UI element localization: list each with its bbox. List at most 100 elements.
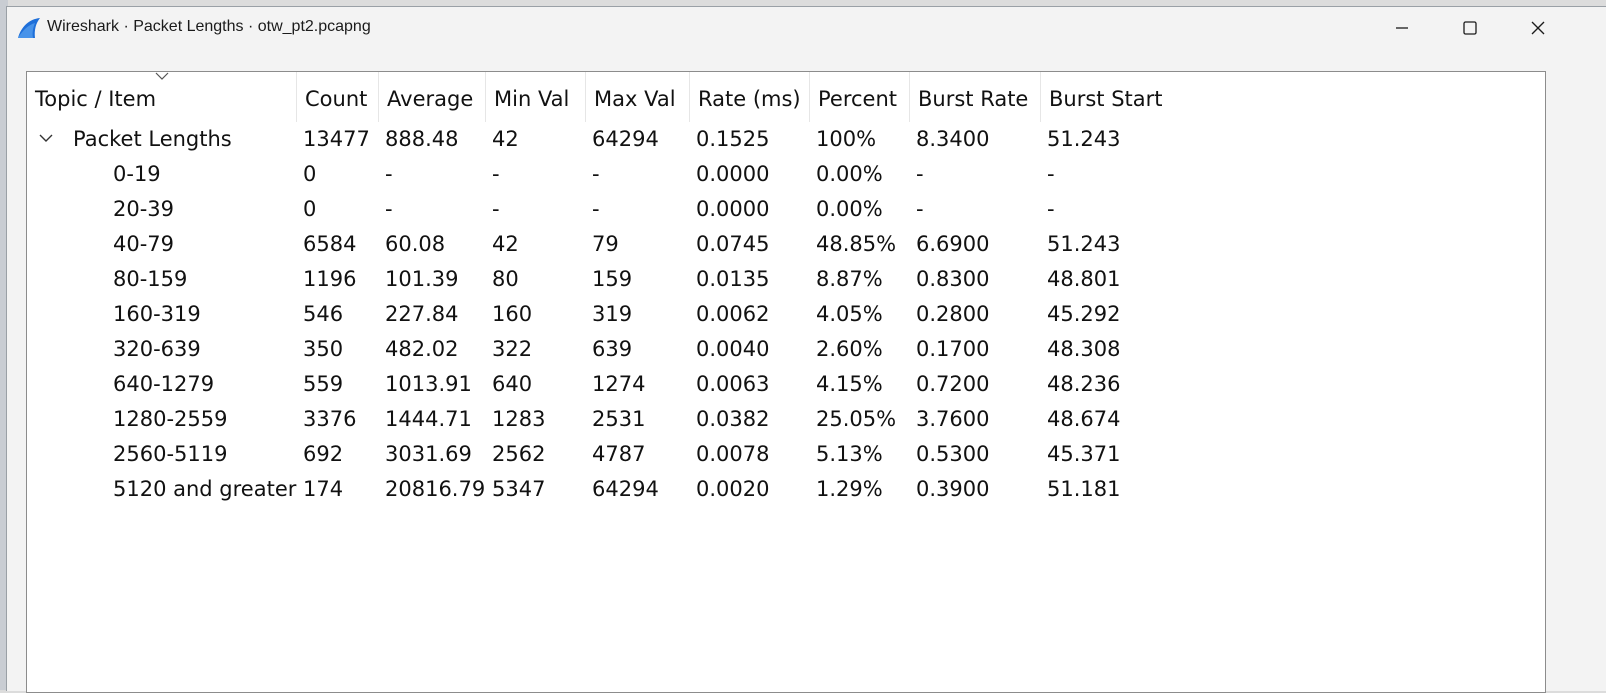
background-window-edge	[0, 0, 8, 690]
wireshark-fin-icon	[18, 18, 40, 38]
cell-average: 20816.79	[385, 477, 486, 501]
chevron-down-icon[interactable]	[39, 133, 53, 143]
cell-min-val: 1283	[492, 407, 546, 431]
cell-min-val: 160	[492, 302, 533, 326]
cell-burst-start: 51.243	[1047, 232, 1121, 256]
close-button[interactable]	[1507, 7, 1569, 49]
cell-percent: 4.05%	[816, 302, 883, 326]
cell-burst-start: 48.308	[1047, 337, 1121, 361]
cell-min-val: 322	[492, 337, 533, 361]
cell-percent: 0.00%	[816, 197, 883, 221]
cell-rate: 0.0382	[696, 407, 770, 431]
packet-lengths-window: Wireshark · Packet Lengths · otw_pt2.pca…	[6, 6, 1606, 693]
cell-burst-rate: 6.6900	[916, 232, 990, 256]
cell-rate: 0.0063	[696, 372, 770, 396]
tree-row[interactable]: 40-79 6584 60.08 42 79 0.0745 48.85% 6.6900 51.2…	[27, 227, 1545, 262]
cell-burst-start: 51.181	[1047, 477, 1121, 501]
cell-burst-rate: 8.3400	[916, 127, 990, 151]
column-header-min-val[interactable]: Min Val	[486, 72, 586, 122]
cell-average: 888.48	[385, 127, 459, 151]
cell-max-val: 1274	[592, 372, 646, 396]
minimize-button[interactable]	[1371, 7, 1433, 49]
tree-row[interactable]: 640-1279 559 1013.91 640 1274 0.0063 4.15% 0.72…	[27, 367, 1545, 402]
cell-burst-rate: 0.2800	[916, 302, 990, 326]
column-header-rate[interactable]: Rate (ms)	[690, 72, 810, 122]
tree-parent-row[interactable]: Packet Lengths 13477 888.48 42 64294 0.1525 10…	[27, 122, 1545, 157]
cell-average: 227.84	[385, 302, 459, 326]
cell-burst-start: 45.292	[1047, 302, 1121, 326]
cell-burst-rate: -	[916, 197, 924, 221]
cell-topic: 320-639	[113, 337, 201, 361]
cell-rate: 0.0000	[696, 197, 770, 221]
tree-row[interactable]: 0-19 0 - - - 0.0000 0.00% - -	[27, 157, 1545, 192]
cell-min-val: 2562	[492, 442, 546, 466]
tree-row[interactable]: 320-639 350 482.02 322 639 0.0040 2.60% 0.1700 4…	[27, 332, 1545, 367]
cell-percent: 4.15%	[816, 372, 883, 396]
title-bar[interactable]: Wireshark · Packet Lengths · otw_pt2.pca…	[7, 7, 1606, 49]
cell-rate: 0.0135	[696, 267, 770, 291]
cell-rate: 0.0000	[696, 162, 770, 186]
cell-count: 13477	[303, 127, 370, 151]
column-header-burst-start[interactable]: Burst Start	[1049, 87, 1163, 111]
cell-count: 174	[303, 477, 344, 501]
cell-count: 0	[303, 197, 317, 221]
cell-min-val: 5347	[492, 477, 546, 501]
cell-topic: 2560-5119	[113, 442, 228, 466]
cell-burst-start: -	[1047, 197, 1055, 221]
cell-rate: 0.0040	[696, 337, 770, 361]
column-header-max-val[interactable]: Max Val	[586, 72, 690, 122]
cell-burst-rate: 3.7600	[916, 407, 990, 431]
cell-count: 3376	[303, 407, 357, 431]
cell-average: 60.08	[385, 232, 446, 256]
cell-max-val: 4787	[592, 442, 646, 466]
cell-burst-start: 48.236	[1047, 372, 1121, 396]
cell-max-val: 64294	[592, 127, 659, 151]
cell-count: 6584	[303, 232, 357, 256]
column-header-count[interactable]: Count	[297, 72, 379, 122]
column-header-burst-rate[interactable]: Burst Rate	[910, 72, 1041, 122]
cell-topic: 1280-2559	[113, 407, 228, 431]
column-header-topic[interactable]: Topic / Item	[27, 72, 297, 122]
tree-row[interactable]: 5120 and greater 174 20816.79 5347 64294 0.00…	[27, 472, 1545, 507]
cell-rate: 0.0745	[696, 232, 770, 256]
column-header-average[interactable]: Average	[379, 72, 486, 122]
cell-average: -	[385, 162, 393, 186]
cell-average: -	[385, 197, 393, 221]
cell-max-val: 319	[592, 302, 633, 326]
cell-topic: 0-19	[113, 162, 161, 186]
cell-min-val: 42	[492, 232, 519, 256]
cell-burst-rate: -	[916, 162, 924, 186]
cell-rate: 0.0062	[696, 302, 770, 326]
cell-count: 559	[303, 372, 344, 396]
cell-average: 101.39	[385, 267, 459, 291]
cell-rate: 0.1525	[696, 127, 770, 151]
cell-percent: 8.87%	[816, 267, 883, 291]
stats-tree-view[interactable]: Topic / Item Count Average Min Val Max V…	[26, 71, 1546, 693]
column-header-row: Topic / Item Count Average Min Val Max V…	[27, 72, 1545, 122]
cell-max-val: -	[592, 197, 600, 221]
cell-burst-rate: 0.1700	[916, 337, 990, 361]
tree-row[interactable]: 80-159 1196 101.39 80 159 0.0135 8.87% 0.8300 48…	[27, 262, 1545, 297]
cell-burst-start: 48.674	[1047, 407, 1121, 431]
cell-count: 546	[303, 302, 344, 326]
tree-row[interactable]: 160-319 546 227.84 160 319 0.0062 4.05% 0.2800 4…	[27, 297, 1545, 332]
cell-percent: 0.00%	[816, 162, 883, 186]
cell-rate: 0.0078	[696, 442, 770, 466]
cell-count: 692	[303, 442, 344, 466]
cell-count: 0	[303, 162, 317, 186]
tree-row[interactable]: 20-39 0 - - - 0.0000 0.00% - -	[27, 192, 1545, 227]
minimize-icon	[1396, 27, 1408, 29]
cell-topic: Packet Lengths	[73, 127, 232, 151]
maximize-button[interactable]	[1439, 7, 1501, 49]
tree-row[interactable]: 2560-5119 692 3031.69 2562 4787 0.0078 5.13% 0.…	[27, 437, 1545, 472]
cell-average: 3031.69	[385, 442, 472, 466]
sort-indicator-icon	[155, 72, 169, 80]
window-title: Wireshark · Packet Lengths · otw_pt2.pca…	[47, 18, 371, 35]
cell-burst-rate: 0.8300	[916, 267, 990, 291]
column-header-percent[interactable]: Percent	[810, 72, 910, 122]
cell-topic: 40-79	[113, 232, 175, 256]
cell-count: 1196	[303, 267, 357, 291]
cell-percent: 5.13%	[816, 442, 883, 466]
cell-burst-rate: 0.3900	[916, 477, 990, 501]
tree-row[interactable]: 1280-2559 3376 1444.71 1283 2531 0.0382 25.05%…	[27, 402, 1545, 437]
